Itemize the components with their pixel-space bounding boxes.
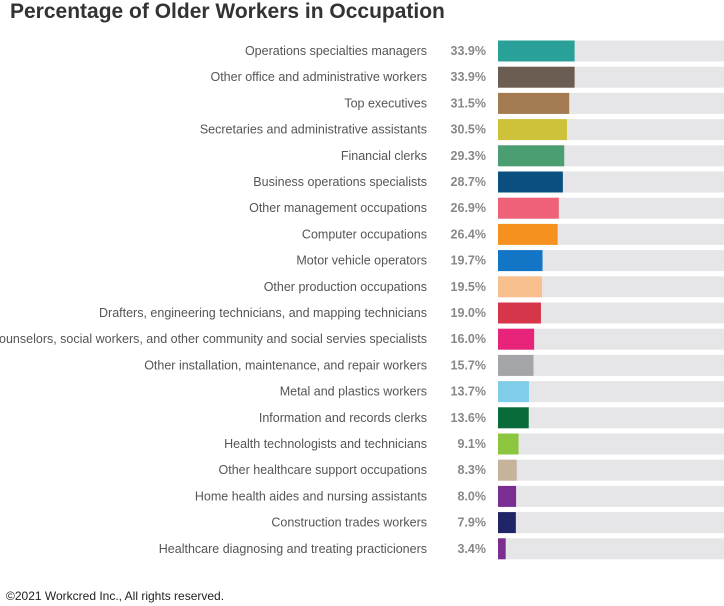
bar bbox=[498, 485, 517, 507]
bar-chart: Operations specialties managers 33.9% Othe… bbox=[0, 40, 724, 560]
bar-track bbox=[498, 433, 724, 455]
bar-track bbox=[498, 381, 724, 403]
value-label: 19.7% bbox=[451, 254, 486, 268]
bar bbox=[498, 538, 506, 560]
category-label: Top executives bbox=[344, 96, 427, 110]
bar bbox=[498, 459, 517, 481]
value-label: 19.0% bbox=[451, 306, 486, 320]
bar bbox=[498, 276, 543, 298]
value-label: 13.6% bbox=[451, 411, 486, 425]
value-label: 33.9% bbox=[451, 44, 486, 58]
category-label: Counselors, social workers, and other co… bbox=[0, 332, 427, 346]
category-label: Other healthcare support occupations bbox=[219, 463, 427, 477]
value-label: 8.0% bbox=[458, 489, 487, 503]
value-label: 28.7% bbox=[451, 175, 486, 189]
value-label: 9.1% bbox=[458, 437, 487, 451]
bar-track bbox=[498, 302, 724, 324]
bar bbox=[498, 407, 529, 429]
category-label: Information and records clerks bbox=[259, 411, 427, 425]
category-label: Metal and plastics workers bbox=[280, 385, 427, 399]
bar bbox=[498, 381, 529, 403]
bar-track bbox=[498, 485, 724, 507]
value-label: 8.3% bbox=[458, 463, 487, 477]
category-label: Home health aides and nursing assistants bbox=[195, 489, 427, 503]
category-label: Business operations specialists bbox=[253, 175, 427, 189]
bar-track bbox=[498, 250, 724, 272]
bar bbox=[498, 119, 567, 141]
value-label: 16.0% bbox=[451, 332, 486, 346]
bar bbox=[498, 171, 563, 193]
category-label: Other office and administrative workers bbox=[210, 70, 427, 84]
bar bbox=[498, 433, 519, 455]
bar-track bbox=[498, 276, 724, 298]
category-label: Other management occupations bbox=[249, 201, 427, 215]
bar bbox=[498, 145, 565, 167]
value-label: 15.7% bbox=[451, 358, 486, 372]
category-label: Other production occupations bbox=[264, 280, 427, 294]
bar-track bbox=[498, 512, 724, 534]
bar bbox=[498, 302, 541, 324]
bar bbox=[498, 92, 570, 114]
bar bbox=[498, 223, 558, 245]
bar-track bbox=[498, 328, 724, 350]
category-label: Health technologists and technicians bbox=[224, 437, 427, 451]
bar bbox=[498, 328, 535, 350]
value-label: 31.5% bbox=[451, 96, 486, 110]
bar bbox=[498, 354, 534, 376]
bar bbox=[498, 66, 575, 88]
value-label: 13.7% bbox=[451, 385, 486, 399]
category-label: Other installation, maintenance, and rep… bbox=[144, 358, 427, 372]
category-label: Computer occupations bbox=[302, 227, 427, 241]
value-label: 7.9% bbox=[458, 516, 487, 530]
category-label: Construction trades workers bbox=[271, 516, 427, 530]
bar-track bbox=[498, 538, 724, 560]
copyright-footer: ©2021 Workcred Inc., All rights reserved… bbox=[6, 589, 225, 603]
category-label: Motor vehicle operators bbox=[296, 254, 427, 268]
bar bbox=[498, 40, 575, 62]
bar-track bbox=[498, 354, 724, 376]
category-label: Operations specialties managers bbox=[245, 44, 427, 58]
category-label: Drafters, engineering technicians, and m… bbox=[99, 306, 427, 320]
category-label: Financial clerks bbox=[341, 149, 427, 163]
bar bbox=[498, 512, 516, 534]
bar bbox=[498, 197, 559, 219]
category-label: Secretaries and administrative assistant… bbox=[200, 123, 427, 137]
value-label: 30.5% bbox=[451, 123, 486, 137]
value-label: 29.3% bbox=[451, 149, 486, 163]
value-label: 3.4% bbox=[458, 542, 487, 556]
value-label: 19.5% bbox=[451, 280, 486, 294]
value-label: 33.9% bbox=[451, 70, 486, 84]
bar bbox=[498, 250, 543, 272]
value-label: 26.9% bbox=[451, 201, 486, 215]
category-label: Healthcare diagnosing and treating pract… bbox=[159, 542, 427, 556]
bar-track bbox=[498, 407, 724, 429]
value-label: 26.4% bbox=[451, 227, 486, 241]
bar-track bbox=[498, 459, 724, 481]
chart-title: Percentage of Older Workers in Occupatio… bbox=[10, 0, 445, 23]
